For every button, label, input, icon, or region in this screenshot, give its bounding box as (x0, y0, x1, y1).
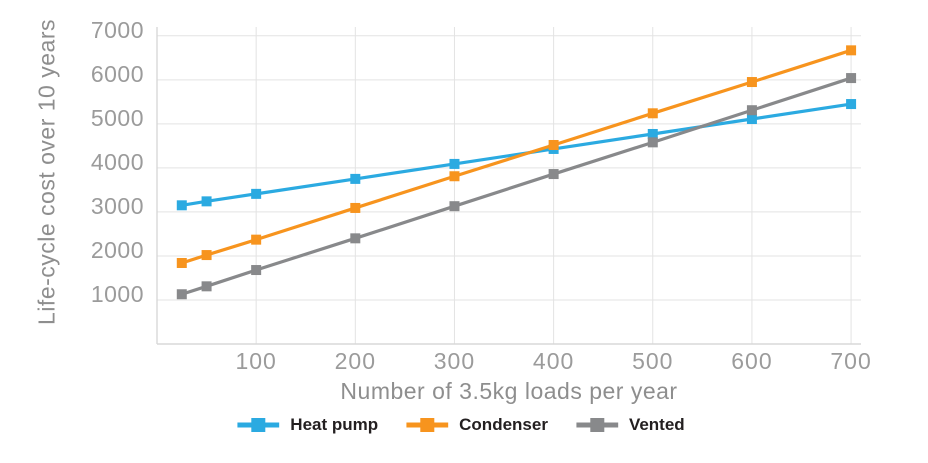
svg-text:7000: 7000 (91, 17, 144, 43)
svg-text:300: 300 (434, 348, 475, 374)
legend-label-heat-pump: Heat pump (290, 415, 379, 434)
legend-label-condenser: Condenser (459, 415, 548, 434)
x-axis-title: Number of 3.5kg loads per year (340, 378, 678, 404)
vented-legend-swatch (575, 418, 618, 432)
svg-text:1000: 1000 (91, 281, 144, 307)
svg-text:100: 100 (235, 348, 276, 374)
svg-text:500: 500 (632, 348, 673, 374)
heat-pump-legend-swatch (237, 418, 280, 432)
legend-item-vented: Vented (575, 415, 685, 435)
svg-text:600: 600 (731, 348, 772, 374)
svg-text:400: 400 (533, 348, 574, 374)
svg-text:3000: 3000 (91, 193, 144, 219)
svg-text:700: 700 (830, 348, 871, 374)
svg-text:4000: 4000 (91, 149, 144, 175)
svg-text:2000: 2000 (91, 237, 144, 263)
legend: Heat pump Condenser Vented (237, 415, 685, 435)
svg-text:6000: 6000 (91, 61, 144, 87)
condenser-legend-swatch (406, 418, 449, 432)
legend-item-heat-pump: Heat pump (237, 415, 378, 435)
svg-text:200: 200 (335, 348, 376, 374)
legend-item-condenser: Condenser (406, 415, 548, 435)
y-axis-title: Life-cycle cost over 10 years (33, 19, 60, 325)
legend-label-vented: Vented (628, 415, 685, 434)
svg-text:5000: 5000 (91, 105, 144, 131)
